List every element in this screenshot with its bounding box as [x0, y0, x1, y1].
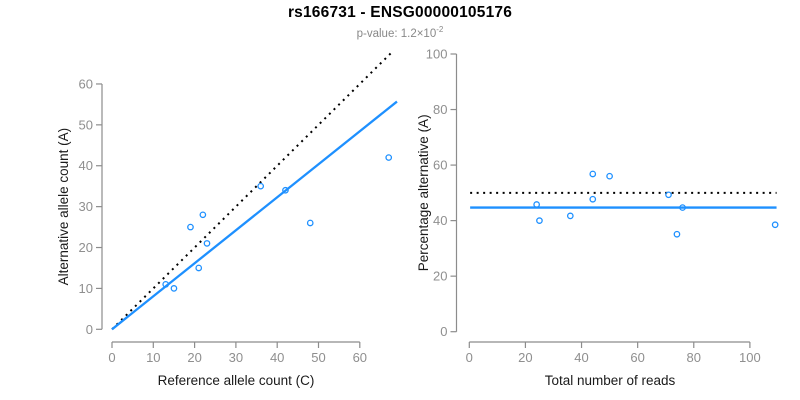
data-point	[203, 240, 211, 247]
y-tick-label: 40	[79, 158, 93, 173]
x-tick-label: 40	[270, 350, 284, 365]
x-axis-title: Reference allele count (C)	[158, 373, 315, 388]
data-point	[306, 219, 314, 227]
data-point	[195, 264, 203, 272]
y-tick-label: 40	[433, 213, 447, 228]
data-point	[187, 223, 194, 231]
data-point	[673, 230, 681, 238]
data-point	[589, 195, 597, 203]
data-point	[771, 221, 779, 229]
y-tick-label: 60	[433, 158, 447, 173]
y-tick-label: 50	[79, 117, 93, 132]
x-tick-label: 20	[187, 350, 201, 365]
data-point	[665, 191, 672, 199]
x-tick-label: 50	[311, 350, 325, 365]
p-value-text: p-value: 1.2×10	[356, 27, 437, 40]
percentage-vs-reads-plot: 0 20 40 60 80 100 0 20 40 60 80 100 Total number of …	[416, 47, 779, 388]
data-point	[162, 280, 170, 288]
y-tick-label: 80	[433, 102, 447, 117]
p-value-exponent: -2	[436, 25, 444, 34]
x-tick-label: 0	[466, 350, 473, 365]
plot-header: rs166731 - ENSG00000105176 p-value: 1.2×…	[0, 4, 800, 40]
x-tick-label: 80	[687, 350, 701, 365]
x-tick-label: 100	[739, 350, 761, 365]
plot-title: rs166731 - ENSG00000105176	[287, 4, 513, 21]
y-axis-title: Percentage alternative (A)	[416, 114, 431, 271]
x-tick-label: 10	[146, 350, 160, 365]
allele-counts-plot: 0 10 20 30 40 50 60 0 10 20 30 40 50 60 Reference alle…	[56, 52, 398, 388]
x-tick-label: 30	[229, 350, 243, 365]
fit-line	[111, 100, 398, 331]
y-tick-label: 20	[433, 269, 447, 284]
x-tick-label: 60	[630, 350, 644, 365]
data-point	[589, 170, 597, 178]
data-point	[679, 204, 686, 211]
data-point	[533, 201, 540, 208]
plot-subtitle: p-value: 1.2×10-2	[0, 25, 800, 40]
y-tick-label: 30	[79, 199, 93, 214]
y-tick-label: 60	[79, 76, 93, 91]
y-tick-label: 0	[440, 324, 447, 339]
data-point	[606, 172, 613, 180]
y-tick-label: 100	[426, 47, 448, 62]
x-axis-title: Total number of reads	[545, 373, 676, 388]
data-point	[199, 211, 207, 219]
x-tick-label: 60	[353, 350, 367, 365]
y-tick-label: 0	[86, 322, 93, 337]
data-point	[257, 182, 265, 190]
data-point	[536, 217, 543, 224]
data-point	[385, 154, 393, 161]
x-tick-label: 20	[518, 350, 532, 365]
data-point	[566, 212, 574, 220]
identity-line	[111, 52, 392, 331]
data-point	[170, 285, 178, 292]
y-tick-label: 10	[79, 281, 93, 296]
x-tick-label: 0	[108, 350, 115, 365]
y-tick-label: 20	[79, 240, 93, 255]
data-point	[282, 186, 289, 194]
x-tick-label: 40	[574, 350, 588, 365]
y-axis-title: Alternative allele count (A)	[56, 128, 71, 286]
